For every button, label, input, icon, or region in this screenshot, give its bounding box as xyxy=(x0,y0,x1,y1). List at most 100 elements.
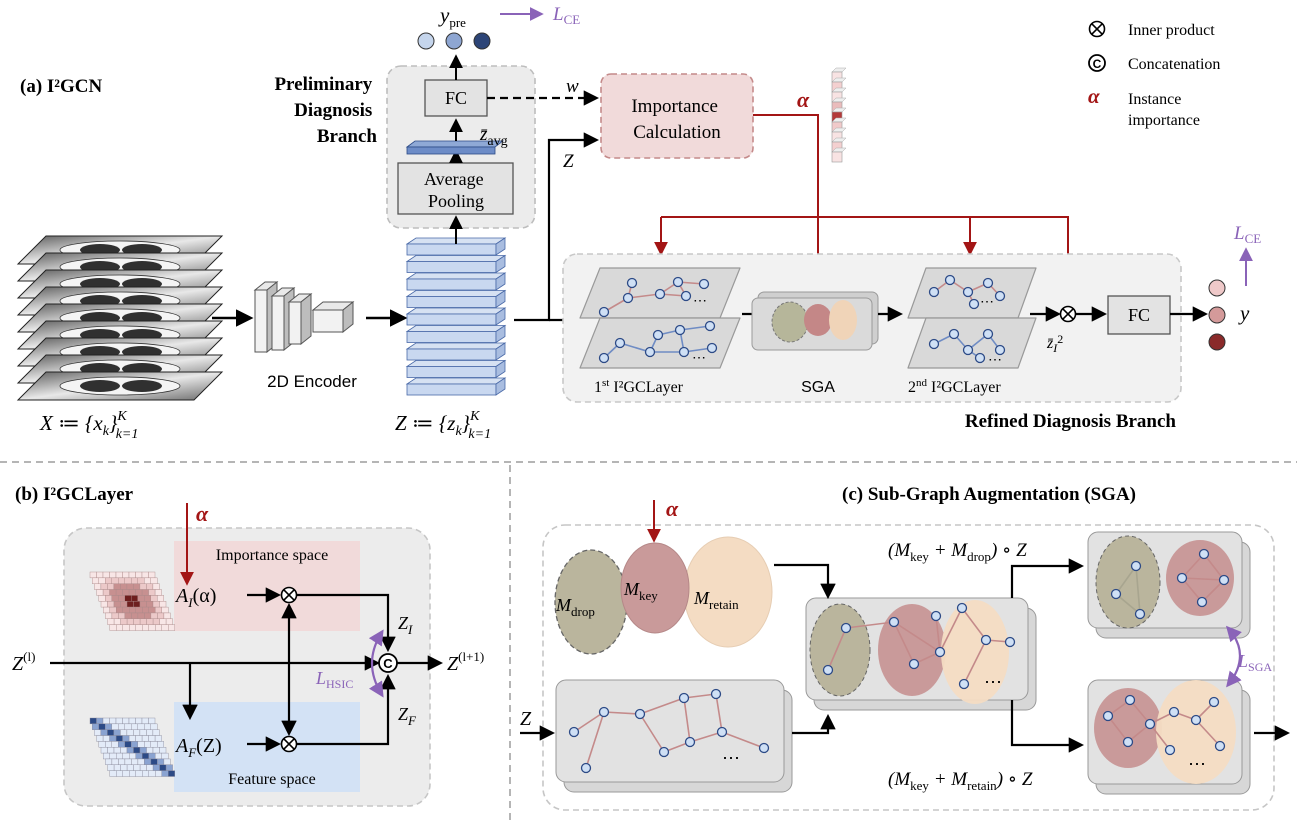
ellipsis: ⋯ xyxy=(693,294,707,309)
feature-cell xyxy=(168,770,176,777)
center-drop-region xyxy=(809,603,871,697)
graph-node xyxy=(1004,636,1016,648)
graph-node xyxy=(982,328,994,340)
feature-cell xyxy=(115,752,123,760)
importance-cell xyxy=(144,595,152,602)
feature-bar-top xyxy=(405,325,507,332)
graph-node xyxy=(934,646,946,658)
graph-node xyxy=(658,746,670,758)
graph-edge xyxy=(939,607,963,653)
importance-cell xyxy=(115,571,123,579)
graph-edge xyxy=(827,627,847,671)
feature-cell xyxy=(122,752,130,760)
importance-cell xyxy=(98,595,106,602)
feature-cell xyxy=(98,723,106,730)
importance-cell xyxy=(159,601,167,608)
feature-bar xyxy=(406,313,497,326)
arrow-graph-to-center xyxy=(792,713,836,735)
feature-cell xyxy=(124,741,132,748)
importance-cell xyxy=(131,612,139,620)
feature-cell xyxy=(107,729,115,736)
graph-node xyxy=(626,277,638,289)
feature-cell xyxy=(148,735,156,742)
graph-node xyxy=(948,328,960,340)
graph-node xyxy=(1102,710,1114,722)
arrow-masks-to-center xyxy=(774,563,836,600)
importance-cell xyxy=(120,583,128,590)
feature-cell xyxy=(155,770,163,777)
feature-bar xyxy=(406,383,497,396)
feature-cell xyxy=(144,741,152,748)
graph-node xyxy=(758,742,770,754)
w-label: w xyxy=(566,76,579,97)
feature-cell xyxy=(122,770,130,777)
feature-cell xyxy=(113,729,121,736)
graph-node xyxy=(678,692,690,704)
feature-cell xyxy=(118,758,126,766)
feature-bar xyxy=(406,296,497,308)
feature-cell xyxy=(98,741,106,748)
graph-plane xyxy=(579,317,741,369)
feature-bar xyxy=(406,243,497,256)
arrow-center-to-bottom xyxy=(1010,700,1085,753)
feature-cell xyxy=(96,735,104,742)
importance-cell xyxy=(118,612,126,620)
ypre-node-1 xyxy=(417,32,435,50)
graph-node xyxy=(822,664,834,676)
feature-bar xyxy=(406,278,497,291)
graph-edge xyxy=(961,607,987,641)
feature-cell xyxy=(129,770,137,777)
graph-node xyxy=(1168,706,1180,718)
ellipsis: ⋯ xyxy=(722,748,740,768)
feature-cell xyxy=(154,735,162,742)
graph-edge xyxy=(1115,565,1137,595)
feature-cell xyxy=(143,723,151,730)
feature-cell xyxy=(122,717,130,725)
importance-cell xyxy=(109,606,117,614)
importance-cell xyxy=(116,624,124,631)
feature-cell xyxy=(109,717,117,725)
importance-cell xyxy=(139,601,147,608)
importance-cell xyxy=(135,624,143,631)
graph-edge xyxy=(1181,577,1225,581)
importance-cell xyxy=(133,601,141,608)
feature-cell xyxy=(135,770,143,777)
af-label: AF(Z) xyxy=(174,735,222,760)
ellipsis: ⋯ xyxy=(692,351,706,366)
feature-cell xyxy=(111,758,119,766)
graph-node xyxy=(674,324,686,336)
importance-cell xyxy=(148,624,156,631)
feature-bar-side xyxy=(495,272,506,291)
feature-bar-top xyxy=(405,377,507,385)
ellipsis: ⋯ xyxy=(988,353,1002,368)
graph-node xyxy=(908,658,920,670)
feature-cell xyxy=(161,752,169,760)
graph-edge xyxy=(1195,719,1221,747)
graph-node xyxy=(1214,740,1226,752)
feature-cell xyxy=(89,717,97,725)
importance-cell xyxy=(148,606,156,614)
importance-cell xyxy=(105,612,113,620)
importance-cell xyxy=(113,618,121,625)
feature-cell xyxy=(109,752,117,760)
x-set-label: X ≔ {xk}K k=1 xyxy=(39,409,138,442)
feature-cell xyxy=(139,764,147,771)
importance-cell xyxy=(154,606,162,614)
graph-edge xyxy=(1129,699,1151,725)
importance-cell xyxy=(144,612,152,620)
graph-node xyxy=(652,329,664,341)
feature-cell xyxy=(120,764,128,771)
importance-cell xyxy=(126,583,134,590)
feature-cell xyxy=(120,747,128,754)
importance-cell xyxy=(161,624,169,631)
importance-cell xyxy=(152,583,160,590)
feature-cell xyxy=(115,735,123,742)
graph-node xyxy=(1218,574,1230,586)
feature-bar-side xyxy=(495,289,506,309)
graph-edge xyxy=(683,697,691,743)
importance-cell xyxy=(163,612,171,620)
alpha-cell-top xyxy=(831,67,847,73)
z-input-label: Z xyxy=(520,708,532,730)
importance-cell xyxy=(139,583,147,590)
